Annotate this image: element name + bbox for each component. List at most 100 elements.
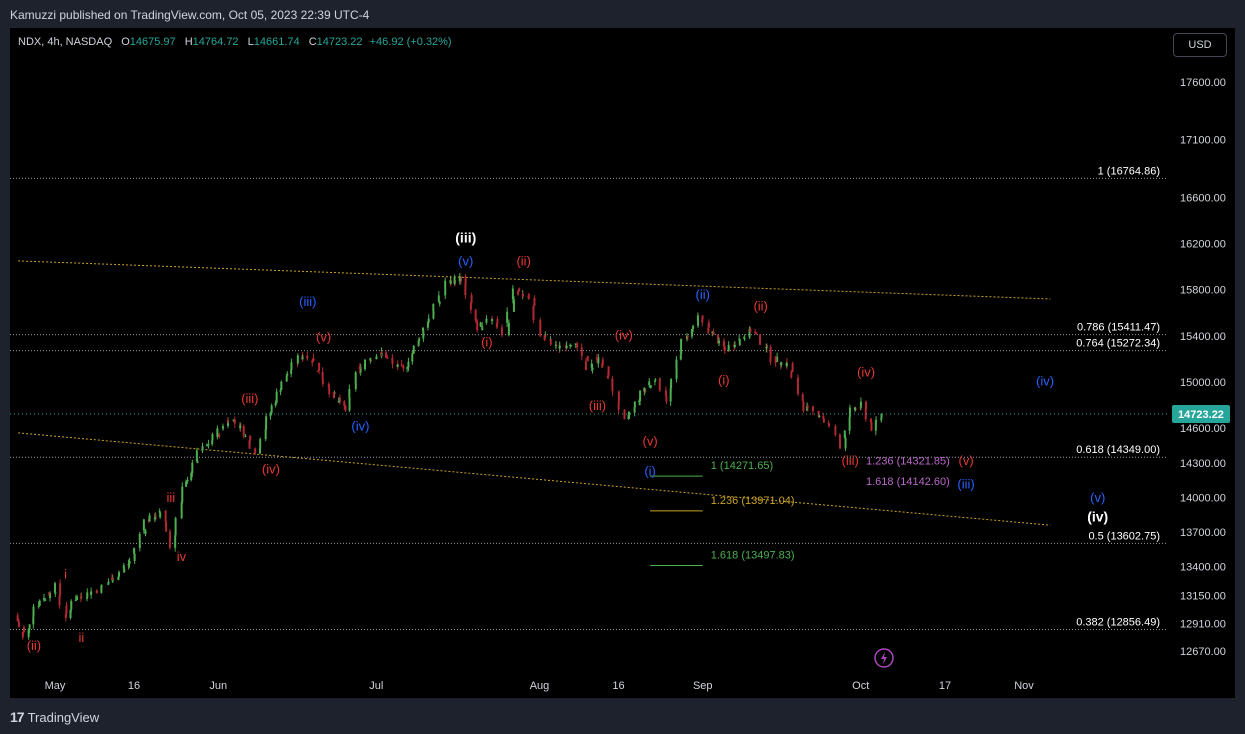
wave-label: (i) (481, 334, 493, 349)
candle-body (769, 357, 772, 362)
candle-body (407, 361, 410, 368)
candle-body (576, 343, 579, 348)
candle-body (686, 335, 689, 337)
candle-body (44, 599, 47, 601)
candle-body (279, 390, 282, 392)
wave-label: (iv) (1036, 374, 1054, 389)
candle-body (117, 576, 120, 581)
tradingview-logo[interactable]: 17 TradingView (10, 709, 99, 725)
candle-body (195, 450, 198, 462)
price-scale[interactable] (1170, 28, 1235, 698)
candle-body (584, 361, 587, 370)
candle-body (580, 347, 583, 355)
candle-body (100, 585, 103, 593)
candle-body (511, 288, 514, 300)
wave-label: (iii) (455, 229, 476, 245)
candle-body (196, 461, 199, 463)
candle-body (321, 371, 324, 379)
candle-body (611, 389, 614, 392)
candle-body (517, 291, 520, 295)
candle-body (565, 345, 568, 348)
candle-body (232, 419, 235, 422)
candle-body (427, 318, 430, 323)
wave-label: (v) (643, 434, 658, 449)
candle-body (269, 412, 272, 417)
candle-body (122, 565, 125, 569)
candle-body (221, 425, 224, 428)
price-tick-label: 15000.00 (1180, 377, 1226, 389)
high-key: H (184, 36, 193, 48)
fib-level-label: 0.618 (14349.00) (1076, 444, 1160, 456)
candle-body (638, 400, 641, 402)
wave-label: (iv) (615, 327, 633, 342)
candle-body (738, 339, 741, 341)
candle-body (417, 340, 420, 346)
candle-body (406, 367, 409, 369)
candle-body (675, 359, 678, 368)
candle-body (834, 426, 837, 433)
candle-body (168, 539, 171, 548)
candle-body (628, 412, 631, 415)
extension-label: 1.618 (13497.83) (711, 549, 795, 561)
candle-body (532, 305, 535, 320)
lightning-icon (881, 652, 887, 664)
extension-label: 1.236 (13971.04) (711, 495, 795, 507)
candle-body (543, 335, 546, 341)
candle-body (437, 295, 440, 302)
candle-body (343, 401, 346, 406)
candle-body (211, 440, 214, 445)
price-tick-label: 15800.00 (1180, 285, 1226, 297)
currency-button[interactable]: USD (1173, 33, 1227, 57)
candle-body (755, 332, 758, 335)
date-tick-label: Jun (209, 680, 227, 692)
candle-body (364, 362, 367, 370)
candle-body (474, 309, 477, 321)
candle-body (32, 616, 35, 625)
candle-body (242, 425, 245, 436)
candle-body (249, 435, 252, 441)
candle-body (759, 335, 762, 345)
candle-body (164, 510, 167, 523)
candle-body (742, 337, 745, 339)
price-tick-label: 13400.00 (1180, 562, 1226, 574)
open-key: O (121, 36, 130, 48)
candle-body (711, 331, 714, 334)
candle-body (496, 318, 499, 324)
candle-body (275, 391, 278, 403)
low-key: L (247, 36, 254, 48)
candle-body (727, 344, 730, 351)
price-tick-label: 14300.00 (1180, 458, 1226, 470)
candle-body (748, 328, 751, 338)
candle-body (822, 416, 825, 419)
wave-label: (ii) (753, 299, 767, 314)
candle-body (533, 297, 536, 306)
candle-body (138, 539, 141, 548)
candle-body (811, 407, 814, 412)
candle-body (312, 357, 315, 361)
candle-body (207, 444, 210, 446)
wave-label: i (64, 566, 67, 581)
candle-body (444, 288, 447, 296)
candle-body (321, 378, 324, 384)
candle-body (470, 295, 473, 303)
last-price-label: 14723.22 (1178, 409, 1224, 421)
candle-body (411, 353, 414, 362)
chart-area[interactable] (10, 28, 1170, 698)
candle-body (265, 416, 268, 429)
candle-body (270, 405, 273, 413)
candle-body (364, 359, 367, 363)
candle-body (822, 418, 825, 423)
candle-body (70, 601, 73, 610)
candle-body (17, 621, 20, 628)
candle-body (780, 362, 783, 366)
candle-body (181, 486, 184, 503)
candle-body (311, 360, 314, 363)
fib-level-label: 0.786 (15411.47) (1077, 322, 1160, 334)
candle-body (679, 354, 682, 360)
candle-body (133, 553, 136, 561)
price-tick-label: 17600.00 (1180, 77, 1226, 89)
candle-body (402, 365, 405, 369)
candle-body (495, 323, 498, 328)
candle-body (432, 303, 435, 311)
